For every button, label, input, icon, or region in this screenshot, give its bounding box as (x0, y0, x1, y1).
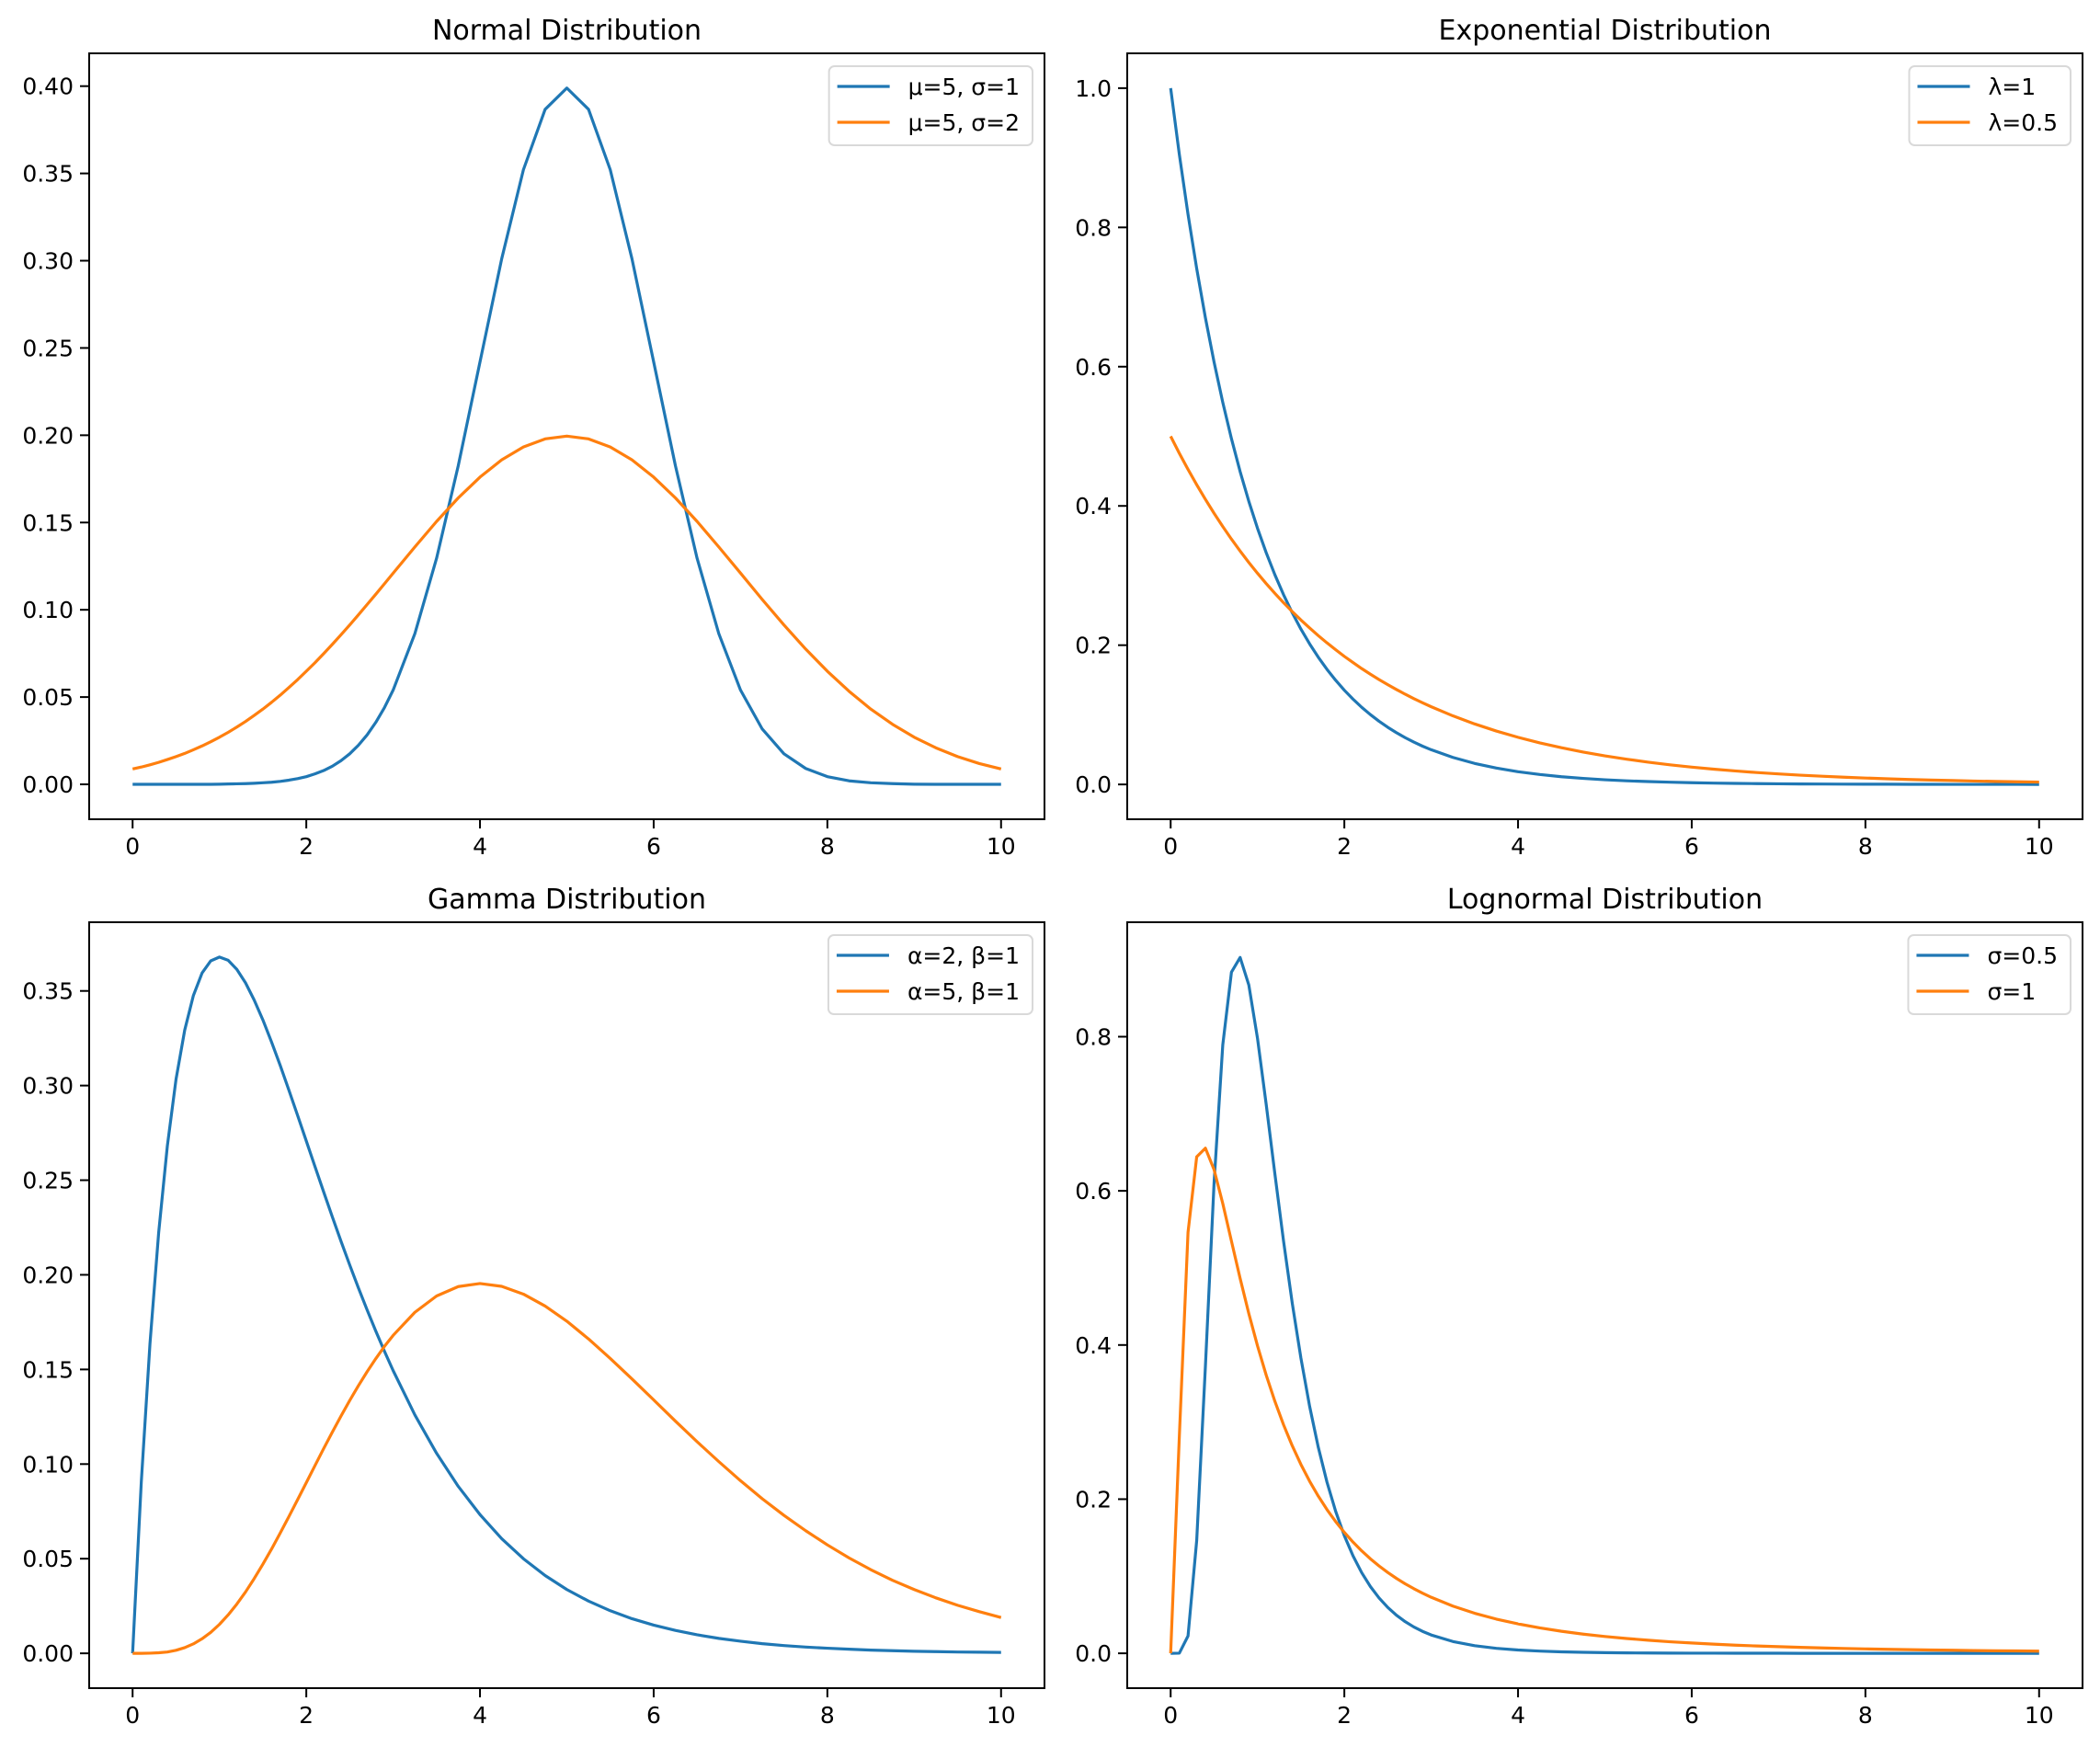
legend-label: α=5, β=1 (907, 978, 1020, 1005)
y-tick-label: 0.6 (1075, 354, 1112, 381)
x-tick-label: 8 (1858, 833, 1873, 860)
y-tick-label: 0.8 (1075, 1023, 1112, 1050)
x-tick-label: 10 (987, 833, 1016, 860)
x-tick-label: 10 (2025, 1702, 2054, 1729)
legend-label: μ=5, σ=2 (908, 109, 1020, 136)
legend: σ=0.5 σ=1 (1907, 934, 2071, 1015)
legend: λ=1 λ=0.5 (1908, 65, 2071, 146)
y-tick-label: 0.05 (22, 684, 74, 711)
x-tick-label: 8 (1858, 1702, 1873, 1729)
y-tick-label: 0.20 (22, 1262, 74, 1288)
y-tick-label: 1.0 (1075, 75, 1112, 102)
x-tick-label: 2 (1337, 1702, 1352, 1729)
y-tick-label: 0.8 (1075, 214, 1112, 241)
x-tick-label: 6 (1684, 1702, 1699, 1729)
x-tick-label: 10 (2025, 833, 2054, 860)
x-tick-label: 0 (125, 833, 140, 860)
x-tick-label: 4 (473, 1702, 487, 1729)
x-tick-label: 10 (987, 1702, 1016, 1729)
y-tick-label: 0.25 (22, 1168, 74, 1194)
series-line-0 (1170, 955, 2039, 1655)
panel-title: Gamma Distribution (428, 884, 706, 916)
legend-label: μ=5, σ=1 (908, 74, 1020, 100)
x-tick-label: 0 (125, 1702, 140, 1729)
y-tick-label: 0.0 (1075, 771, 1112, 798)
plot-area: 0 2 4 6 8 10 0.0 0.2 0.4 0.6 0.8 σ=0.5 σ=1 (1075, 921, 2083, 1729)
plot-area: 0 2 4 6 8 10 0.0 0.2 0.4 0.6 0.8 1.0 λ=1 λ=0.5 (1075, 52, 2083, 860)
x-tick-label: 4 (473, 833, 487, 860)
panel-exponential: Exponential Distribution 0 2 4 6 8 10 0.0 0.2 0.… (1075, 15, 2083, 860)
series-line-1 (1169, 1147, 2039, 1654)
x-tick-label: 6 (646, 1702, 661, 1729)
series-line-0 (1169, 87, 2039, 786)
series-line-0 (131, 955, 1001, 1654)
series-line-1 (132, 1282, 1002, 1655)
y-tick-label: 0.05 (22, 1546, 74, 1572)
plot-area: 0 2 4 6 8 10 0.00 0.05 0.10 0.15 0.20 0.25 0.30 0.35 0… (22, 52, 1045, 860)
series-line-1 (1169, 435, 2039, 784)
x-tick-label: 2 (299, 833, 314, 860)
x-tick-label: 2 (299, 1702, 314, 1729)
panel-title: Lognormal Distribution (1447, 884, 1763, 916)
plot-area: 0 2 4 6 8 10 0.00 0.05 0.10 0.15 0.20 0.25 0.30 0.35 α… (22, 921, 1045, 1729)
legend-label: λ=1 (1988, 74, 2036, 100)
y-tick-label: 0.0 (1075, 1640, 1112, 1667)
y-tick-label: 0.2 (1075, 1486, 1112, 1513)
x-tick-label: 0 (1163, 1702, 1178, 1729)
panel-title: Exponential Distribution (1439, 15, 1772, 47)
panel-normal: Normal Distribution 0 2 4 6 8 100.000.050.100… (22, 15, 1045, 860)
y-tick-label: 0.30 (22, 1073, 74, 1100)
y-tick-label: 0.4 (1075, 1332, 1112, 1359)
y-tick-label: 0.10 (22, 1451, 74, 1478)
y-tick-label: 0.35 (22, 978, 74, 1005)
y-tick-label: 0.10 (22, 597, 74, 623)
y-tick-label: 0.15 (22, 1356, 74, 1383)
panel-gamma: Gamma Distribution 0 2 4 6 8 10 0.00 0.05 0.10 0.… (22, 884, 1045, 1729)
series-line-1 (131, 434, 1002, 771)
y-tick-label: 0.2 (1075, 633, 1112, 659)
panel-title: Normal Distribution (432, 15, 702, 47)
y-tick-label: 0.20 (22, 422, 74, 449)
y-tick-label: 0.4 (1075, 493, 1112, 520)
legend: α=2, β=1 α=5, β=1 (827, 934, 1033, 1015)
legend-label: σ=0.5 (1987, 942, 2058, 969)
x-tick-label: 8 (820, 833, 835, 860)
series-line-0 (132, 86, 1001, 786)
x-tick-label: 4 (1511, 1702, 1525, 1729)
axes-frame (88, 921, 1045, 1689)
y-tick-label: 0.00 (22, 1640, 74, 1667)
legend: μ=5, σ=1 μ=5, σ=2 (827, 65, 1033, 146)
axes-frame (88, 52, 1045, 820)
y-tick-label: 0.30 (22, 248, 74, 275)
axes-frame (1126, 52, 2083, 820)
x-tick-label: 8 (820, 1702, 835, 1729)
x-tick-label: 6 (646, 833, 661, 860)
y-tick-label: 0.35 (22, 161, 74, 188)
y-tick-label: 0.15 (22, 509, 74, 536)
x-tick-label: 0 (1163, 833, 1178, 860)
x-tick-label: 6 (1684, 833, 1699, 860)
legend-label: σ=1 (1987, 978, 2036, 1005)
legend-label: α=2, β=1 (907, 942, 1020, 969)
panel-lognormal: Lognormal Distribution 0 2 4 6 8 100.00.20.40… (1075, 884, 2083, 1729)
legend-label: λ=0.5 (1988, 109, 2058, 136)
y-tick-label: 0.25 (22, 335, 74, 361)
y-tick-label: 0.00 (22, 771, 74, 798)
y-tick-label: 0.6 (1075, 1178, 1112, 1205)
y-tick-label: 0.40 (22, 74, 74, 100)
x-tick-label: 4 (1511, 833, 1525, 860)
x-tick-label: 2 (1337, 833, 1352, 860)
axes-frame (1126, 921, 2083, 1689)
